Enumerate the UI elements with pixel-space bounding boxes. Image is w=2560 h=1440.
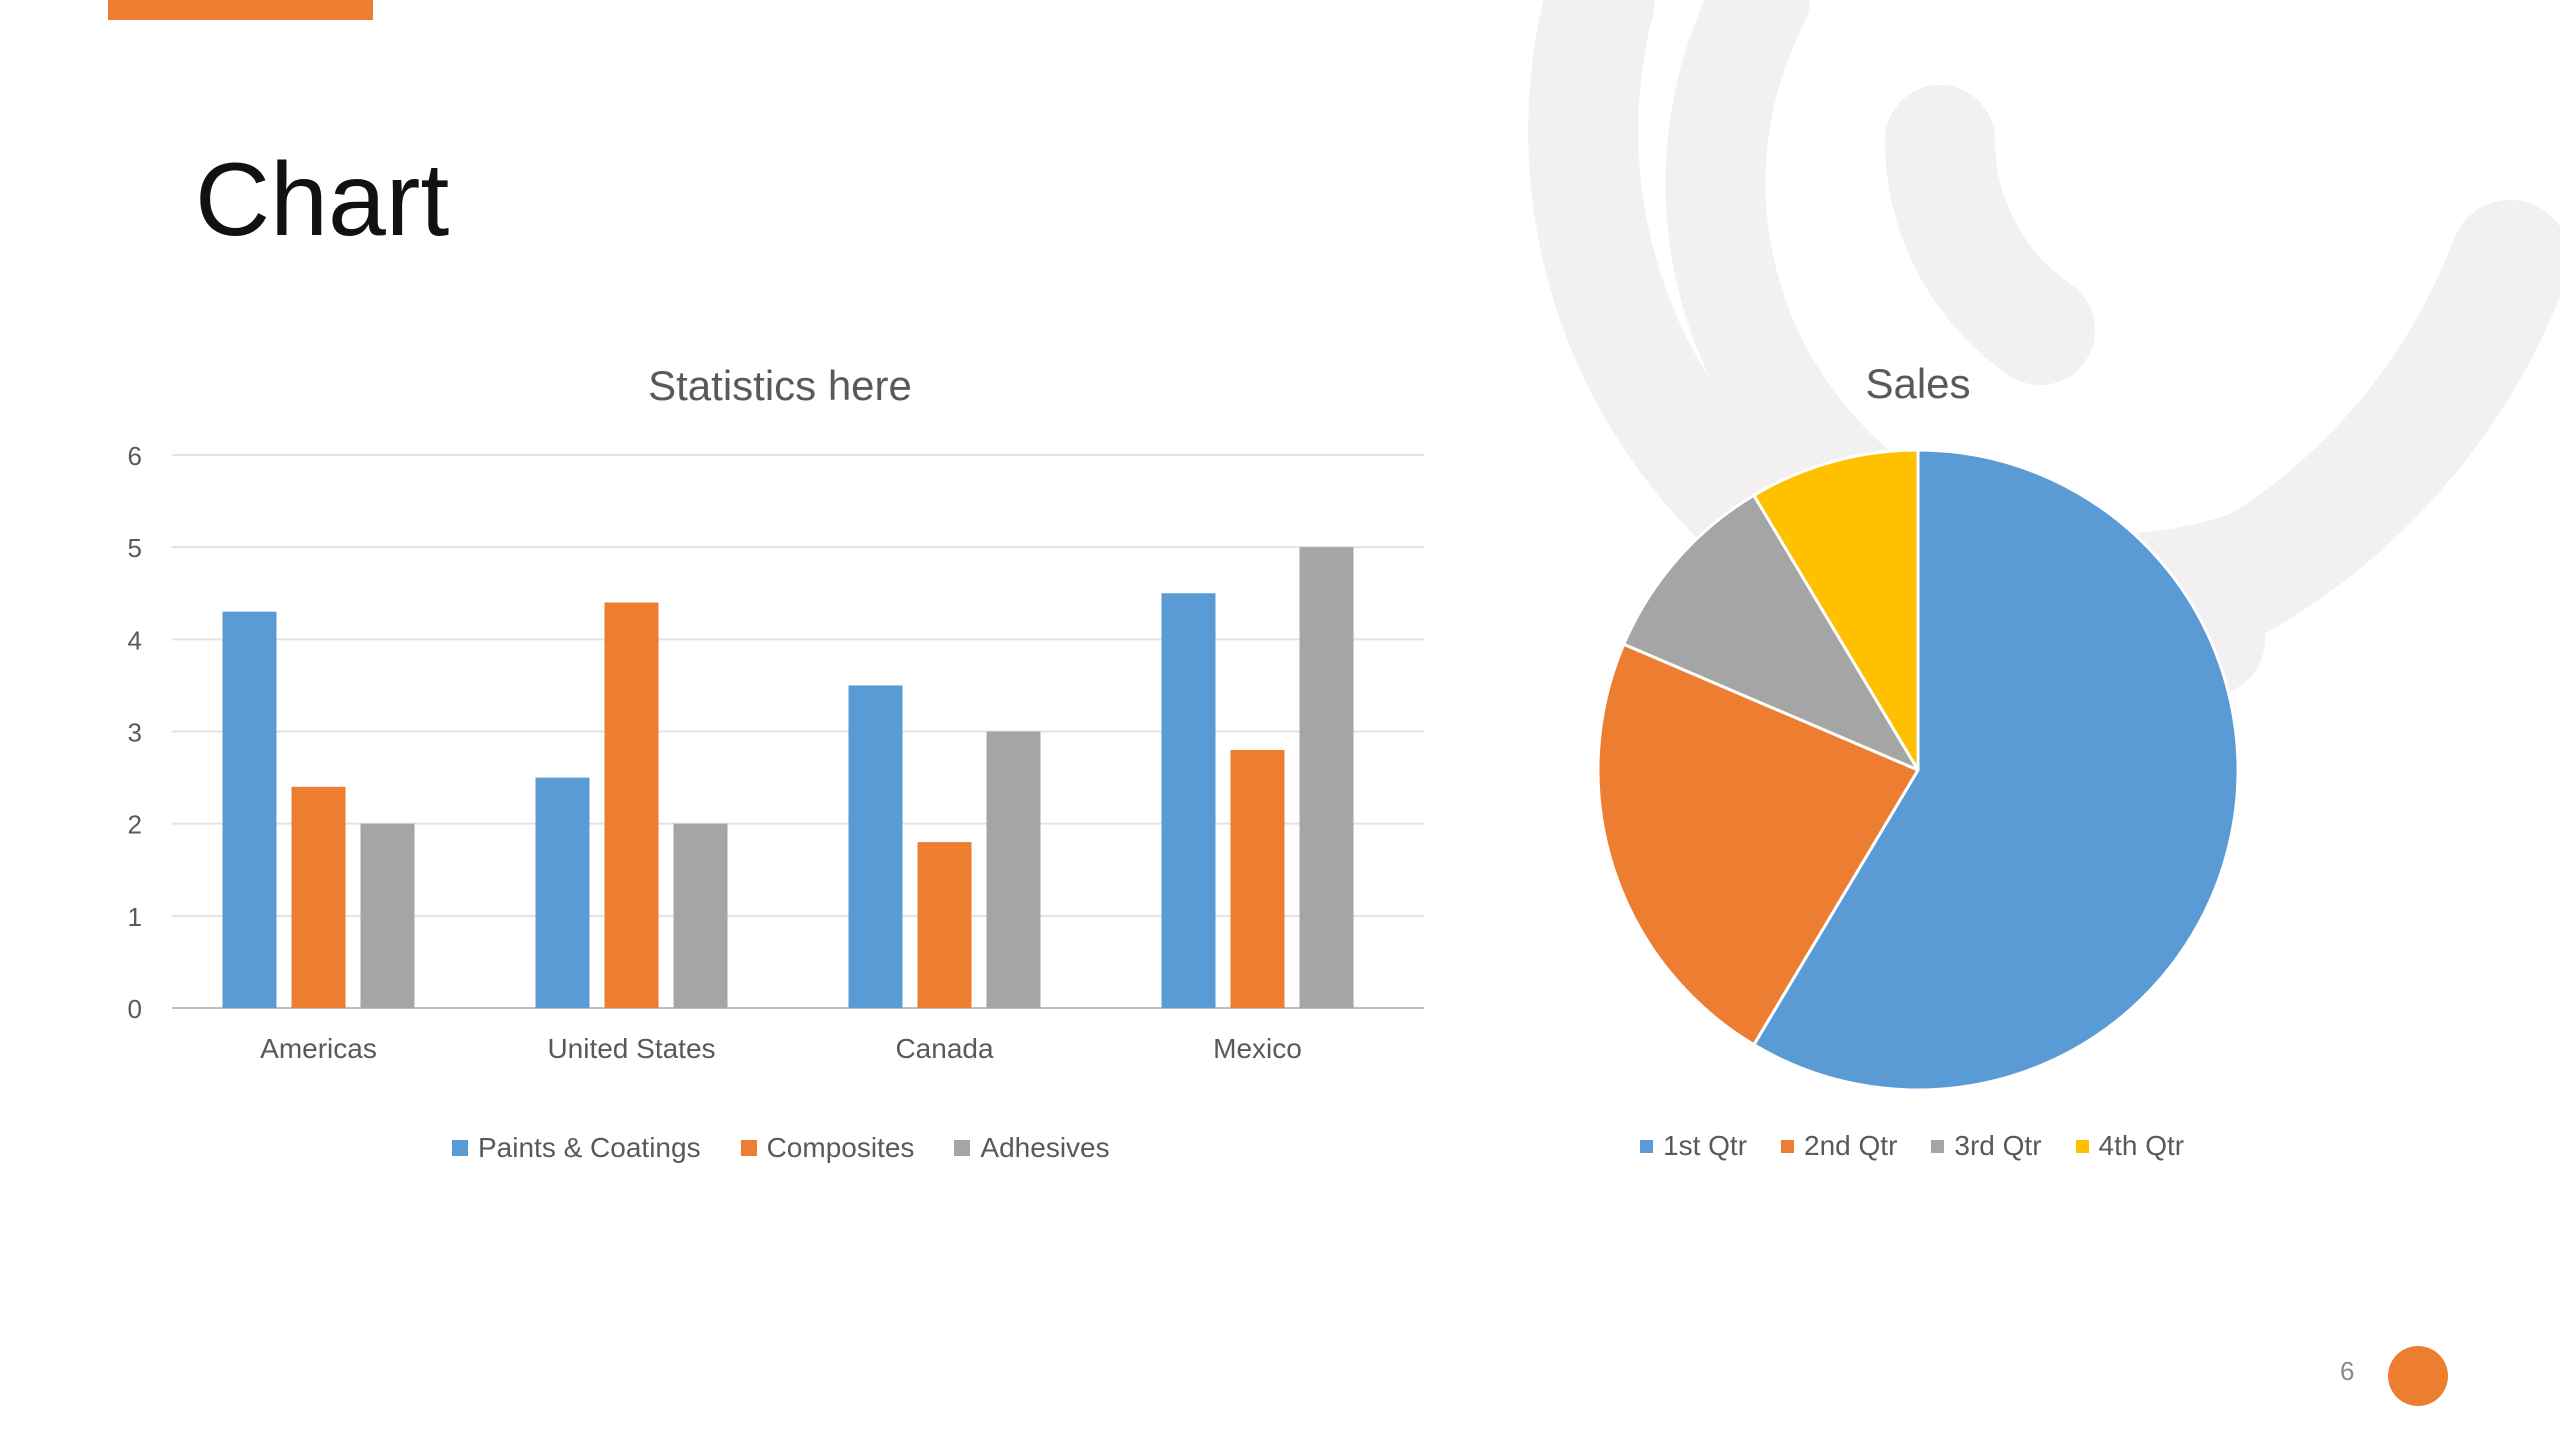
bar-chart-legend: Paints & Coatings Composites Adhesives bbox=[452, 1132, 1110, 1164]
accent-bar bbox=[108, 0, 373, 20]
page-number: 6 bbox=[2340, 1356, 2355, 1386]
pie-slice-3rd-qtr bbox=[1622, 493, 1920, 772]
legend-item: Adhesives bbox=[954, 1132, 1110, 1164]
bar-paints-coatings-americas bbox=[222, 611, 277, 1008]
legend-label: Composites bbox=[766, 1132, 915, 1163]
bar-composites-united-states bbox=[604, 602, 659, 1008]
pie-slice-1st-qtr bbox=[1752, 448, 2240, 1092]
y-tick-label: 2 bbox=[128, 810, 142, 840]
legend-label: Adhesives bbox=[980, 1132, 1110, 1163]
legend-label: Paints & Coatings bbox=[478, 1132, 701, 1163]
legend-swatch bbox=[740, 1140, 757, 1156]
y-tick-label: 3 bbox=[128, 718, 142, 748]
bar-composites-canada bbox=[917, 842, 972, 1008]
pie-slice-2nd-qtr bbox=[1596, 642, 1920, 1047]
legend-swatch bbox=[452, 1140, 468, 1156]
x-tick-label: Canada bbox=[895, 1033, 994, 1064]
legend-label: 2nd Qtr bbox=[1804, 1130, 1898, 1161]
bar-adhesives-mexico bbox=[1299, 547, 1354, 1008]
page-indicator-dot bbox=[2388, 1346, 2448, 1406]
bar-paints-coatings-mexico bbox=[1161, 593, 1216, 1008]
slide-title: Chart bbox=[195, 142, 450, 258]
legend-swatch bbox=[1640, 1139, 1653, 1153]
bar-paints-coatings-canada bbox=[848, 685, 903, 1008]
legend-swatch bbox=[1781, 1139, 1795, 1153]
y-tick-label: 1 bbox=[128, 902, 142, 932]
pie-chart-title: Sales bbox=[1865, 360, 1971, 407]
y-tick-label: 6 bbox=[128, 441, 142, 471]
x-tick-label: Mexico bbox=[1213, 1033, 1302, 1064]
bar-paints-coatings-united-states bbox=[535, 777, 590, 1008]
pie-chart-legend: 1st Qtr 2nd Qtr 3rd Qtr 4th Qtr bbox=[1640, 1130, 2184, 1162]
legend-item: 4th Qtr bbox=[2075, 1130, 2185, 1162]
x-tick-label: Americas bbox=[260, 1033, 377, 1064]
legend-label: 1st Qtr bbox=[1663, 1130, 1748, 1161]
y-tick-label: 0 bbox=[128, 994, 142, 1024]
bar-adhesives-canada bbox=[986, 731, 1041, 1008]
bar-adhesives-americas bbox=[360, 823, 415, 1008]
legend-swatch bbox=[954, 1140, 971, 1156]
legend-label: 3rd Qtr bbox=[1954, 1130, 2042, 1161]
legend-item: 2nd Qtr bbox=[1781, 1130, 1897, 1162]
bar-composites-americas bbox=[291, 786, 346, 1008]
x-tick-label: United States bbox=[547, 1033, 715, 1064]
bar-chart-title: Statistics here bbox=[648, 362, 912, 409]
legend-label: 4th Qtr bbox=[2098, 1130, 2185, 1161]
legend-swatch bbox=[1931, 1139, 1945, 1153]
legend-item: Paints & Coatings bbox=[452, 1132, 701, 1164]
y-tick-label: 5 bbox=[128, 533, 142, 563]
legend-item: Composites bbox=[740, 1132, 915, 1164]
legend-item: 3rd Qtr bbox=[1931, 1130, 2042, 1162]
bar-adhesives-united-states bbox=[673, 823, 728, 1008]
pie-slice-4th-qtr bbox=[1752, 448, 1920, 772]
legend-swatch bbox=[2075, 1139, 2089, 1153]
legend-item: 1st Qtr bbox=[1640, 1130, 1747, 1162]
bar-composites-mexico bbox=[1230, 749, 1285, 1008]
y-tick-label: 4 bbox=[128, 625, 142, 655]
